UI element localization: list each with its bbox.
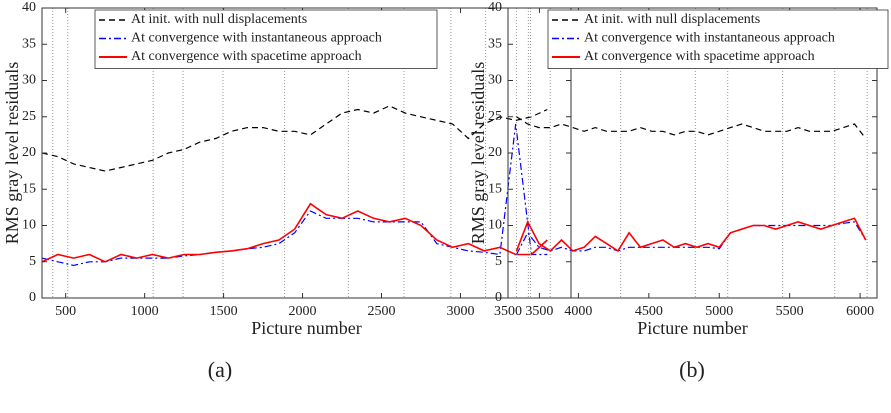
legend-box xyxy=(94,9,438,69)
x-axis-label: Picture number xyxy=(251,318,361,338)
y-tick-label: 40 xyxy=(488,0,502,15)
panel-caption: (b) xyxy=(679,357,705,382)
x-tick-label: 5000 xyxy=(705,304,733,319)
y-tick-label: 5 xyxy=(29,254,36,269)
y-tick-label: 0 xyxy=(29,290,36,305)
data-line xyxy=(41,202,548,263)
y-tick-label: 15 xyxy=(488,181,502,196)
y-tick-label: 10 xyxy=(488,218,502,233)
y-tick-label: 25 xyxy=(22,109,36,124)
x-tick-label: 500 xyxy=(55,304,76,319)
data-line xyxy=(41,105,548,172)
y-tick-label: 35 xyxy=(22,36,36,51)
x-tick-label: 1500 xyxy=(210,304,238,319)
legend-label: At convergence with spacetime approach xyxy=(584,49,815,64)
legend-label: At init. with null displacements xyxy=(131,12,307,27)
y-axis-label: RMS gray level residuals xyxy=(2,62,22,244)
x-tick-label: 3500 xyxy=(494,304,522,319)
legend-label: At convergence with instantaneous approa… xyxy=(131,31,382,46)
legend-label: At convergence with spacetime approach xyxy=(131,49,362,64)
y-tick-label: 35 xyxy=(488,36,502,51)
y-axis-label: RMS gray level residuals xyxy=(468,62,488,244)
x-tick-label: 1000 xyxy=(131,304,159,319)
y-tick-label: 20 xyxy=(22,145,36,160)
legend-label: At init. with null displacements xyxy=(584,12,760,27)
x-tick-label: 3500 xyxy=(525,304,553,319)
y-tick-label: 10 xyxy=(22,218,36,233)
data-line xyxy=(516,116,867,139)
x-tick-label: 3000 xyxy=(446,304,474,319)
y-tick-label: 30 xyxy=(22,73,36,88)
y-tick-label: 25 xyxy=(488,109,502,124)
y-tick-label: 0 xyxy=(495,290,502,305)
legend-label: At convergence with instantaneous approa… xyxy=(584,31,835,46)
y-tick-label: 5 xyxy=(495,254,502,269)
x-tick-label: 2500 xyxy=(368,304,396,319)
x-tick-label: 4500 xyxy=(635,304,663,319)
y-tick-label: 30 xyxy=(488,73,502,88)
data-line xyxy=(41,123,548,267)
panel-caption: (a) xyxy=(208,357,232,382)
data-line xyxy=(515,217,867,253)
x-axis-label: Picture number xyxy=(637,318,747,338)
x-tick-label: 6000 xyxy=(846,304,874,319)
y-tick-label: 20 xyxy=(488,145,502,160)
legend-box xyxy=(547,9,889,69)
x-tick-label: 2000 xyxy=(289,304,317,319)
y-tick-label: 15 xyxy=(22,181,36,196)
x-tick-label: 4000 xyxy=(564,304,592,319)
y-tick-label: 40 xyxy=(22,0,36,15)
x-tick-label: 5500 xyxy=(776,304,804,319)
